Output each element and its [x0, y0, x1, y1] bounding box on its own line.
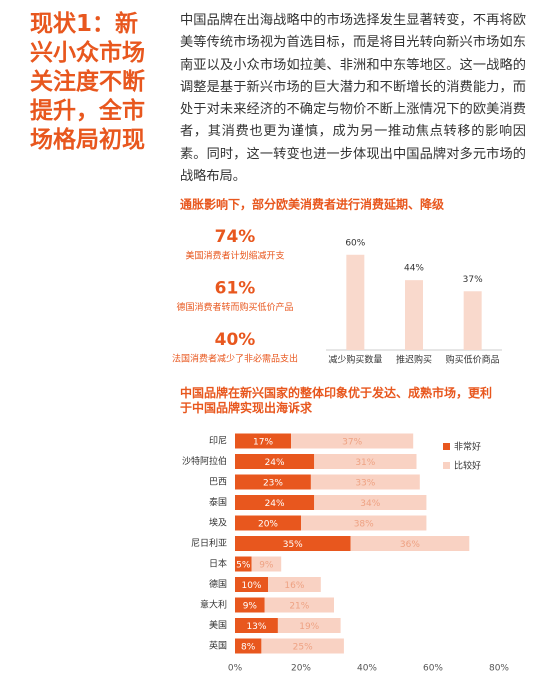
bar-segment — [235, 597, 265, 613]
x-tick-label: 40% — [357, 664, 377, 674]
legend-swatch — [443, 462, 450, 469]
y-tick-label: 印尼 — [209, 435, 227, 447]
bar — [463, 291, 482, 350]
bar-segment — [235, 577, 268, 592]
bar — [405, 280, 423, 350]
value-label: 36% — [400, 540, 420, 550]
paragraph: 中国品牌在出海战略中的市场选择发生显著转变，不再将欧美等传统市场视为首选目标，而… — [180, 13, 526, 185]
bar-segment — [350, 536, 470, 551]
stat-value: 74% — [215, 227, 256, 247]
value-label: 10% — [241, 581, 261, 591]
bar-segment — [264, 597, 334, 613]
x-tick-label: 推迟购买 — [396, 354, 432, 366]
legend-label: 比较好 — [454, 460, 481, 472]
bar-segment — [291, 433, 414, 449]
y-tick-label: 尼日利亚 — [191, 537, 227, 549]
chart-title: 通胀影响下，部分欧美消费者进行消费延期、降级 — [180, 197, 444, 212]
legend-label: 非常好 — [454, 441, 481, 453]
value-label: 60% — [345, 238, 365, 248]
value-label: 24% — [265, 458, 285, 468]
value-label: 20% — [258, 520, 278, 530]
stat-value: 40% — [215, 330, 256, 350]
chart-title-box: 中国品牌在新兴国家的整体印象优于发达、成熟市场，更利于中国品牌实现出海诉求 — [180, 386, 493, 415]
value-label: 38% — [354, 520, 374, 530]
bar-segment — [277, 618, 341, 633]
y-tick-label: 德国 — [209, 578, 227, 590]
stat-label: 美国消费者计划缩减开支 — [185, 250, 284, 262]
bar-segment — [251, 556, 282, 572]
bar-segment — [268, 577, 321, 592]
y-tick-label: 埃及 — [209, 517, 227, 529]
bar-segment — [314, 495, 427, 510]
x-tick-label: 0% — [228, 664, 243, 674]
x-tick-label: 80% — [489, 664, 509, 674]
value-label: 35% — [283, 540, 303, 550]
value-label: 31% — [355, 458, 375, 468]
value-label: 17% — [253, 438, 273, 448]
stat-value: 61% — [215, 279, 256, 299]
y-tick-label: 日本 — [209, 558, 227, 570]
value-label: 5% — [236, 561, 251, 571]
x-tick-label: 购买低价商品 — [446, 354, 500, 366]
value-label: 37% — [342, 438, 362, 448]
chart-title: 中国品牌在新兴国家的整体印象优于发达、成熟市场，更利于中国品牌实现出海诉求 — [180, 386, 493, 415]
value-label: 33% — [355, 479, 375, 489]
stat-label: 德国消费者转而购买低价产品 — [176, 301, 293, 313]
bar-segment — [235, 618, 278, 633]
y-tick-label: 巴西 — [209, 477, 227, 488]
value-label: 19% — [299, 622, 319, 632]
value-label: 23% — [263, 479, 283, 489]
bar-segment — [235, 474, 311, 490]
bar-segment — [314, 454, 417, 469]
bar-segment — [310, 474, 420, 490]
bar-segment — [235, 536, 351, 551]
bar-segment — [235, 433, 292, 449]
bar-segment — [301, 515, 427, 531]
value-label: 8% — [241, 643, 256, 653]
value-label: 24% — [265, 499, 285, 509]
bar-segment — [261, 638, 344, 654]
value-label: 37% — [463, 275, 483, 285]
value-label: 13% — [246, 622, 266, 632]
value-label: 16% — [284, 581, 304, 591]
stat-label: 法国消费者减少了非必需品支出 — [172, 353, 298, 365]
bar — [346, 254, 365, 350]
y-tick-label: 英国 — [209, 640, 227, 652]
bar-segment — [235, 454, 315, 469]
heading: 现状1：新兴小众市场关注度不断提升，全市场格局初现 — [30, 11, 145, 153]
value-label: 9% — [259, 561, 274, 571]
x-tick-label: 60% — [423, 664, 443, 674]
x-tick-label: 20% — [291, 664, 311, 674]
bar-segment — [235, 556, 252, 572]
legend-swatch — [443, 443, 450, 450]
value-label: 9% — [243, 602, 258, 612]
value-label: 21% — [289, 602, 309, 612]
bar-segment — [235, 495, 315, 510]
bar-segment — [235, 638, 262, 654]
bar-segment — [235, 515, 301, 531]
value-label: 25% — [293, 643, 313, 653]
value-label: 44% — [404, 264, 424, 274]
y-tick-label: 沙特阿拉伯 — [182, 455, 227, 467]
y-tick-label: 意大利 — [200, 599, 227, 611]
y-tick-label: 美国 — [209, 619, 227, 631]
x-tick-label: 减少购买数量 — [328, 354, 382, 366]
y-tick-label: 泰国 — [209, 496, 227, 508]
value-label: 34% — [360, 499, 380, 509]
